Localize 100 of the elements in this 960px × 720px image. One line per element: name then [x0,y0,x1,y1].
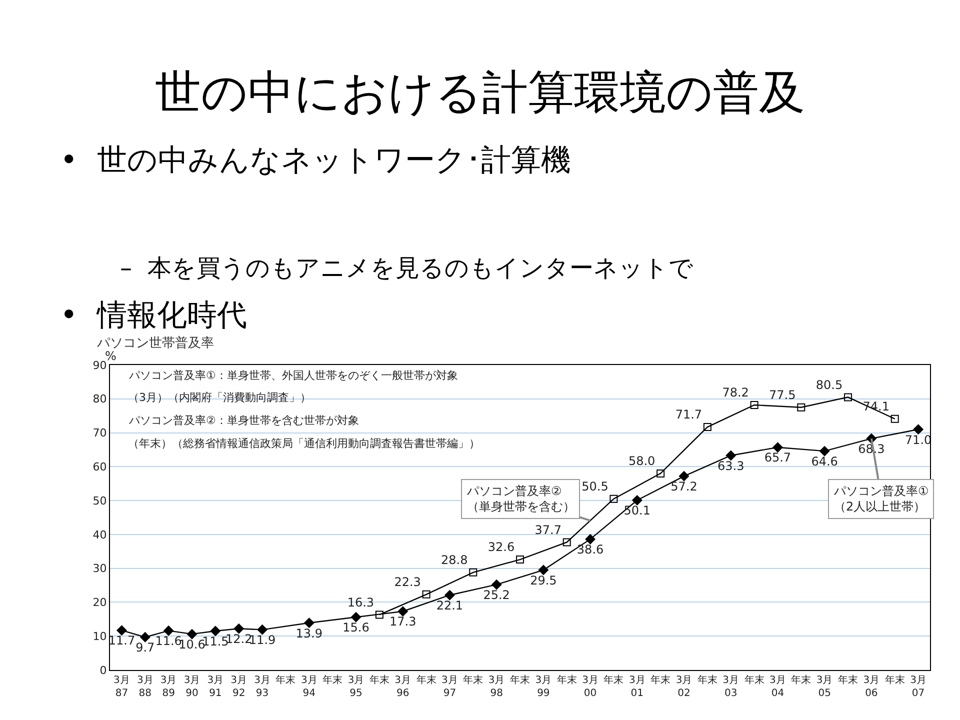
point [913,424,924,434]
y-tick-label: 40 [92,528,107,542]
x-tick-label: 3月 92 [230,675,248,699]
data-label: 50.1 [624,504,650,518]
data-label: 9.7 [136,640,155,655]
point [304,618,314,628]
point [726,450,736,461]
point [116,625,127,636]
x-tick-label: 3月 90 [184,675,200,699]
x-tick-label: 年末 [697,674,718,686]
point [422,590,430,598]
x-tick-label: 年末 [791,674,812,686]
data-label: 28.8 [441,553,468,568]
point [164,626,174,636]
x-tick-label: 3月 05 [816,675,833,699]
data-label: 71.7 [675,408,702,422]
point [797,403,806,412]
point [469,568,478,576]
y-tick-label: 90 [92,358,107,372]
point [186,629,198,640]
annotation: （年末）（総務省情報通信政策局「通信利用動向調査報告書世帯編」） [128,437,480,450]
data-label: 80.5 [816,378,843,392]
annotation: パソコン普及率②：単身世帯を含む世帯が対象 [128,414,359,427]
point [844,393,852,402]
point [516,556,524,564]
x-tick-label: 3月 96 [394,675,412,699]
point [257,624,268,635]
x-tick-label: 年末 [369,674,390,686]
point [632,495,642,506]
x-tick-label: 年末 [510,674,530,686]
x-tick-label: 3月 95 [348,675,364,699]
text: パソコン普及率① （2人以上世帯） [833,484,929,514]
point [538,564,548,576]
series-label: パソコン普及率② （単身世帯を含む） [466,484,575,514]
x-tick-label: 3月 00 [582,675,598,699]
x-tick-label: 3月 98 [488,675,505,699]
point [444,590,455,600]
y-tick-label: 80 [92,392,107,406]
point [703,423,712,432]
y-axis-title: % [105,349,116,363]
data-label: 13.9 [296,626,322,640]
x-tick-label: 年末 [838,674,858,686]
text: – 本を買うのもアニメを見るのもインターネットで [120,253,694,284]
x-tick-label: 年末 [604,674,624,686]
point [656,469,665,478]
x-tick-label: 年末 [276,674,296,686]
point [375,610,384,619]
y-tick-label: 60 [92,460,107,474]
chart-title: 世の中における計算環境の普及 [154,64,806,121]
x-tick-label: 3月 01 [628,675,646,699]
point [750,400,758,409]
x-tick-label: 3月 99 [535,675,552,699]
point [492,580,502,590]
x-tick-label: 3月 06 [863,675,880,699]
y-tick-label: 10 [92,630,107,643]
x-tick-label: 3月 89 [160,675,177,699]
text: • 世の中みんなネットワーク･計算機 [60,142,571,180]
point [585,534,596,544]
point [772,442,783,452]
x-tick-label: 年末 [650,674,671,686]
x-tick-label: 年末 [322,674,343,686]
text: • 情報化時代 [60,297,247,335]
y-tick-label: 30 [92,562,107,576]
data-label: 29.5 [530,573,557,588]
point [678,471,690,482]
data-label: 16.3 [347,595,374,610]
x-tick-label: 3月 04 [770,675,786,699]
y-tick-label: 0 [100,664,107,677]
data-label: 63.3 [718,458,744,473]
x-tick-label: 年末 [416,674,436,686]
point [210,626,220,636]
data-label: 38.6 [576,542,604,557]
data-label: 57.2 [670,480,698,494]
x-tick-label: 3月 97 [442,675,458,699]
data-label: 22.3 [394,575,421,590]
x-tick-label: 3月 02 [676,675,692,699]
point [398,606,408,616]
x-tick-label: 3月 93 [254,675,270,699]
x-tick-label: 3月 91 [207,675,224,699]
data-label: 15.6 [342,620,370,635]
data-label: 77.5 [769,388,796,402]
annotation: （3月）（内閣府「消費動向調査」） [128,391,311,404]
x-tick-label: 年末 [744,674,764,686]
x-tick-label: 3月 94 [300,675,318,699]
point [820,446,830,456]
x-tick-label: 3月 03 [722,675,740,699]
data-label: 58.0 [628,454,656,468]
x-tick-label: 3月 87 [114,675,130,699]
chart-subtitle: パソコン世帯普及率 [96,335,214,351]
point [610,494,618,503]
x-tick-label: 年末 [884,674,905,686]
point [562,538,571,546]
data-label: 50.5 [582,479,608,494]
annotation: パソコン普及率①：単身世帯、外国人世帯をのぞく一般世帯が対象 [128,369,458,382]
data-label: 32.6 [488,540,515,554]
data-label: 11.6 [155,634,182,648]
data-label: 11.7 [108,634,136,648]
point [140,632,150,642]
x-tick-label: 3月 88 [136,675,154,699]
data-label: 64.6 [811,454,838,468]
